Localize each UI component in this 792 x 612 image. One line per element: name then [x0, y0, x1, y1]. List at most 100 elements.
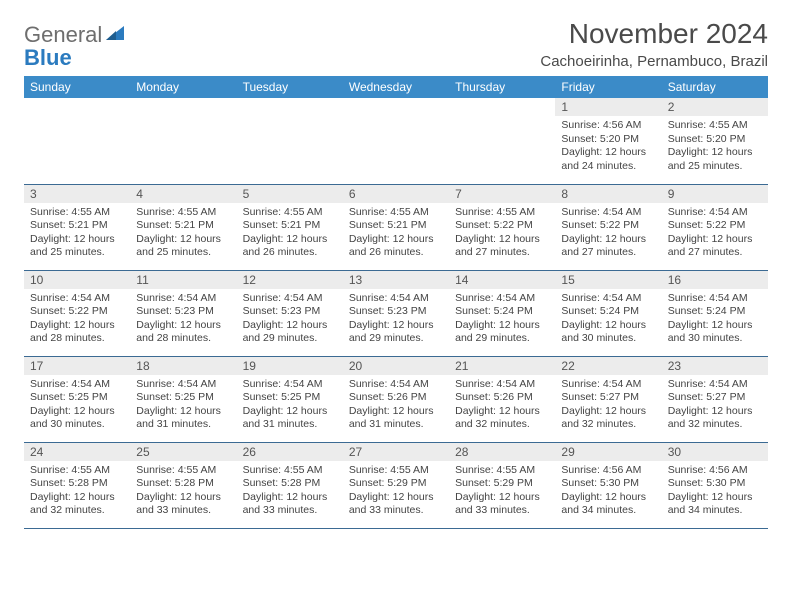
- daylight-text: Daylight: 12 hours and 27 minutes.: [455, 233, 549, 260]
- month-title: November 2024: [540, 18, 768, 50]
- day-number: 15: [555, 271, 661, 289]
- day-number: 16: [662, 271, 768, 289]
- day-details: Sunrise: 4:54 AMSunset: 5:23 PMDaylight:…: [237, 289, 343, 351]
- sunset-text: Sunset: 5:25 PM: [243, 391, 337, 405]
- calendar-day-cell: 22Sunrise: 4:54 AMSunset: 5:27 PMDayligh…: [555, 356, 661, 442]
- sunset-text: Sunset: 5:22 PM: [668, 219, 762, 233]
- sunset-text: Sunset: 5:24 PM: [668, 305, 762, 319]
- daylight-text: Daylight: 12 hours and 26 minutes.: [243, 233, 337, 260]
- day-number: 21: [449, 357, 555, 375]
- calendar-day-cell: 24Sunrise: 4:55 AMSunset: 5:28 PMDayligh…: [24, 442, 130, 528]
- day-number: 6: [343, 185, 449, 203]
- daylight-text: Daylight: 12 hours and 25 minutes.: [30, 233, 124, 260]
- day-details: Sunrise: 4:55 AMSunset: 5:29 PMDaylight:…: [449, 461, 555, 523]
- day-details: Sunrise: 4:54 AMSunset: 5:27 PMDaylight:…: [555, 375, 661, 437]
- daylight-text: Daylight: 12 hours and 32 minutes.: [30, 491, 124, 518]
- daylight-text: Daylight: 12 hours and 25 minutes.: [136, 233, 230, 260]
- day-details: Sunrise: 4:54 AMSunset: 5:26 PMDaylight:…: [449, 375, 555, 437]
- day-number: [449, 98, 555, 116]
- sunset-text: Sunset: 5:27 PM: [561, 391, 655, 405]
- sunrise-text: Sunrise: 4:56 AM: [668, 464, 762, 478]
- sunset-text: Sunset: 5:26 PM: [455, 391, 549, 405]
- sunrise-text: Sunrise: 4:55 AM: [30, 206, 124, 220]
- weekday-head: Friday: [555, 76, 661, 98]
- daylight-text: Daylight: 12 hours and 33 minutes.: [243, 491, 337, 518]
- day-number: 29: [555, 443, 661, 461]
- daylight-text: Daylight: 12 hours and 29 minutes.: [349, 319, 443, 346]
- calendar-week-row: 10Sunrise: 4:54 AMSunset: 5:22 PMDayligh…: [24, 270, 768, 356]
- calendar-day-cell: 13Sunrise: 4:54 AMSunset: 5:23 PMDayligh…: [343, 270, 449, 356]
- day-number: 30: [662, 443, 768, 461]
- title-block: November 2024 Cachoeirinha, Pernambuco, …: [540, 18, 768, 70]
- sunrise-text: Sunrise: 4:54 AM: [561, 292, 655, 306]
- sunrise-text: Sunrise: 4:54 AM: [668, 292, 762, 306]
- sunrise-text: Sunrise: 4:55 AM: [455, 464, 549, 478]
- daylight-text: Daylight: 12 hours and 24 minutes.: [561, 146, 655, 173]
- sunset-text: Sunset: 5:24 PM: [561, 305, 655, 319]
- sunset-text: Sunset: 5:26 PM: [349, 391, 443, 405]
- daylight-text: Daylight: 12 hours and 30 minutes.: [668, 319, 762, 346]
- sunrise-text: Sunrise: 4:54 AM: [349, 378, 443, 392]
- day-details: Sunrise: 4:54 AMSunset: 5:25 PMDaylight:…: [237, 375, 343, 437]
- calendar-day-cell: 25Sunrise: 4:55 AMSunset: 5:28 PMDayligh…: [130, 442, 236, 528]
- day-number: 13: [343, 271, 449, 289]
- daylight-text: Daylight: 12 hours and 33 minutes.: [455, 491, 549, 518]
- day-details: Sunrise: 4:54 AMSunset: 5:26 PMDaylight:…: [343, 375, 449, 437]
- day-number: 17: [24, 357, 130, 375]
- location-label: Cachoeirinha, Pernambuco, Brazil: [540, 53, 768, 70]
- sunrise-text: Sunrise: 4:54 AM: [136, 292, 230, 306]
- day-number: 19: [237, 357, 343, 375]
- calendar-week-row: 1Sunrise: 4:56 AMSunset: 5:20 PMDaylight…: [24, 98, 768, 184]
- calendar-day-cell: 23Sunrise: 4:54 AMSunset: 5:27 PMDayligh…: [662, 356, 768, 442]
- day-details: Sunrise: 4:54 AMSunset: 5:27 PMDaylight:…: [662, 375, 768, 437]
- calendar-day-cell: 28Sunrise: 4:55 AMSunset: 5:29 PMDayligh…: [449, 442, 555, 528]
- sunrise-text: Sunrise: 4:54 AM: [455, 292, 549, 306]
- daylight-text: Daylight: 12 hours and 27 minutes.: [561, 233, 655, 260]
- logo: General Blue: [24, 18, 128, 70]
- day-number: 3: [24, 185, 130, 203]
- day-details: Sunrise: 4:55 AMSunset: 5:22 PMDaylight:…: [449, 203, 555, 265]
- day-number: 4: [130, 185, 236, 203]
- daylight-text: Daylight: 12 hours and 34 minutes.: [668, 491, 762, 518]
- calendar-day-cell: 9Sunrise: 4:54 AMSunset: 5:22 PMDaylight…: [662, 184, 768, 270]
- day-number: 25: [130, 443, 236, 461]
- day-details: Sunrise: 4:54 AMSunset: 5:22 PMDaylight:…: [662, 203, 768, 265]
- sunset-text: Sunset: 5:21 PM: [136, 219, 230, 233]
- sunset-text: Sunset: 5:20 PM: [561, 133, 655, 147]
- sunrise-text: Sunrise: 4:55 AM: [136, 206, 230, 220]
- calendar-table: Sunday Monday Tuesday Wednesday Thursday…: [24, 76, 768, 529]
- day-number: 28: [449, 443, 555, 461]
- day-details: Sunrise: 4:55 AMSunset: 5:29 PMDaylight:…: [343, 461, 449, 523]
- sunset-text: Sunset: 5:30 PM: [668, 477, 762, 491]
- day-number: 24: [24, 443, 130, 461]
- sunrise-text: Sunrise: 4:54 AM: [243, 292, 337, 306]
- daylight-text: Daylight: 12 hours and 31 minutes.: [243, 405, 337, 432]
- day-details: Sunrise: 4:54 AMSunset: 5:24 PMDaylight:…: [449, 289, 555, 351]
- calendar-day-cell: [130, 98, 236, 184]
- day-number: 12: [237, 271, 343, 289]
- sunset-text: Sunset: 5:23 PM: [349, 305, 443, 319]
- daylight-text: Daylight: 12 hours and 30 minutes.: [561, 319, 655, 346]
- sunrise-text: Sunrise: 4:54 AM: [668, 378, 762, 392]
- calendar-day-cell: 4 Sunrise: 4:55 AMSunset: 5:21 PMDaylight…: [130, 184, 236, 270]
- weekday-header-row: Sunday Monday Tuesday Wednesday Thursday…: [24, 76, 768, 98]
- weekday-head: Wednesday: [343, 76, 449, 98]
- day-number: 27: [343, 443, 449, 461]
- sunset-text: Sunset: 5:25 PM: [136, 391, 230, 405]
- daylight-text: Daylight: 12 hours and 26 minutes.: [349, 233, 443, 260]
- weekday-head: Saturday: [662, 76, 768, 98]
- calendar-day-cell: 7Sunrise: 4:55 AMSunset: 5:22 PMDaylight…: [449, 184, 555, 270]
- weekday-head: Monday: [130, 76, 236, 98]
- sunset-text: Sunset: 5:20 PM: [668, 133, 762, 147]
- sunset-text: Sunset: 5:28 PM: [243, 477, 337, 491]
- daylight-text: Daylight: 12 hours and 31 minutes.: [349, 405, 443, 432]
- weekday-head: Tuesday: [237, 76, 343, 98]
- day-details: Sunrise: 4:55 AMSunset: 5:21 PMDaylight:…: [343, 203, 449, 265]
- weekday-head: Thursday: [449, 76, 555, 98]
- day-number: [130, 98, 236, 116]
- day-details: Sunrise: 4:54 AMSunset: 5:24 PMDaylight:…: [662, 289, 768, 351]
- daylight-text: Daylight: 12 hours and 25 minutes.: [668, 146, 762, 173]
- sunset-text: Sunset: 5:21 PM: [243, 219, 337, 233]
- sunset-text: Sunset: 5:23 PM: [243, 305, 337, 319]
- daylight-text: Daylight: 12 hours and 33 minutes.: [349, 491, 443, 518]
